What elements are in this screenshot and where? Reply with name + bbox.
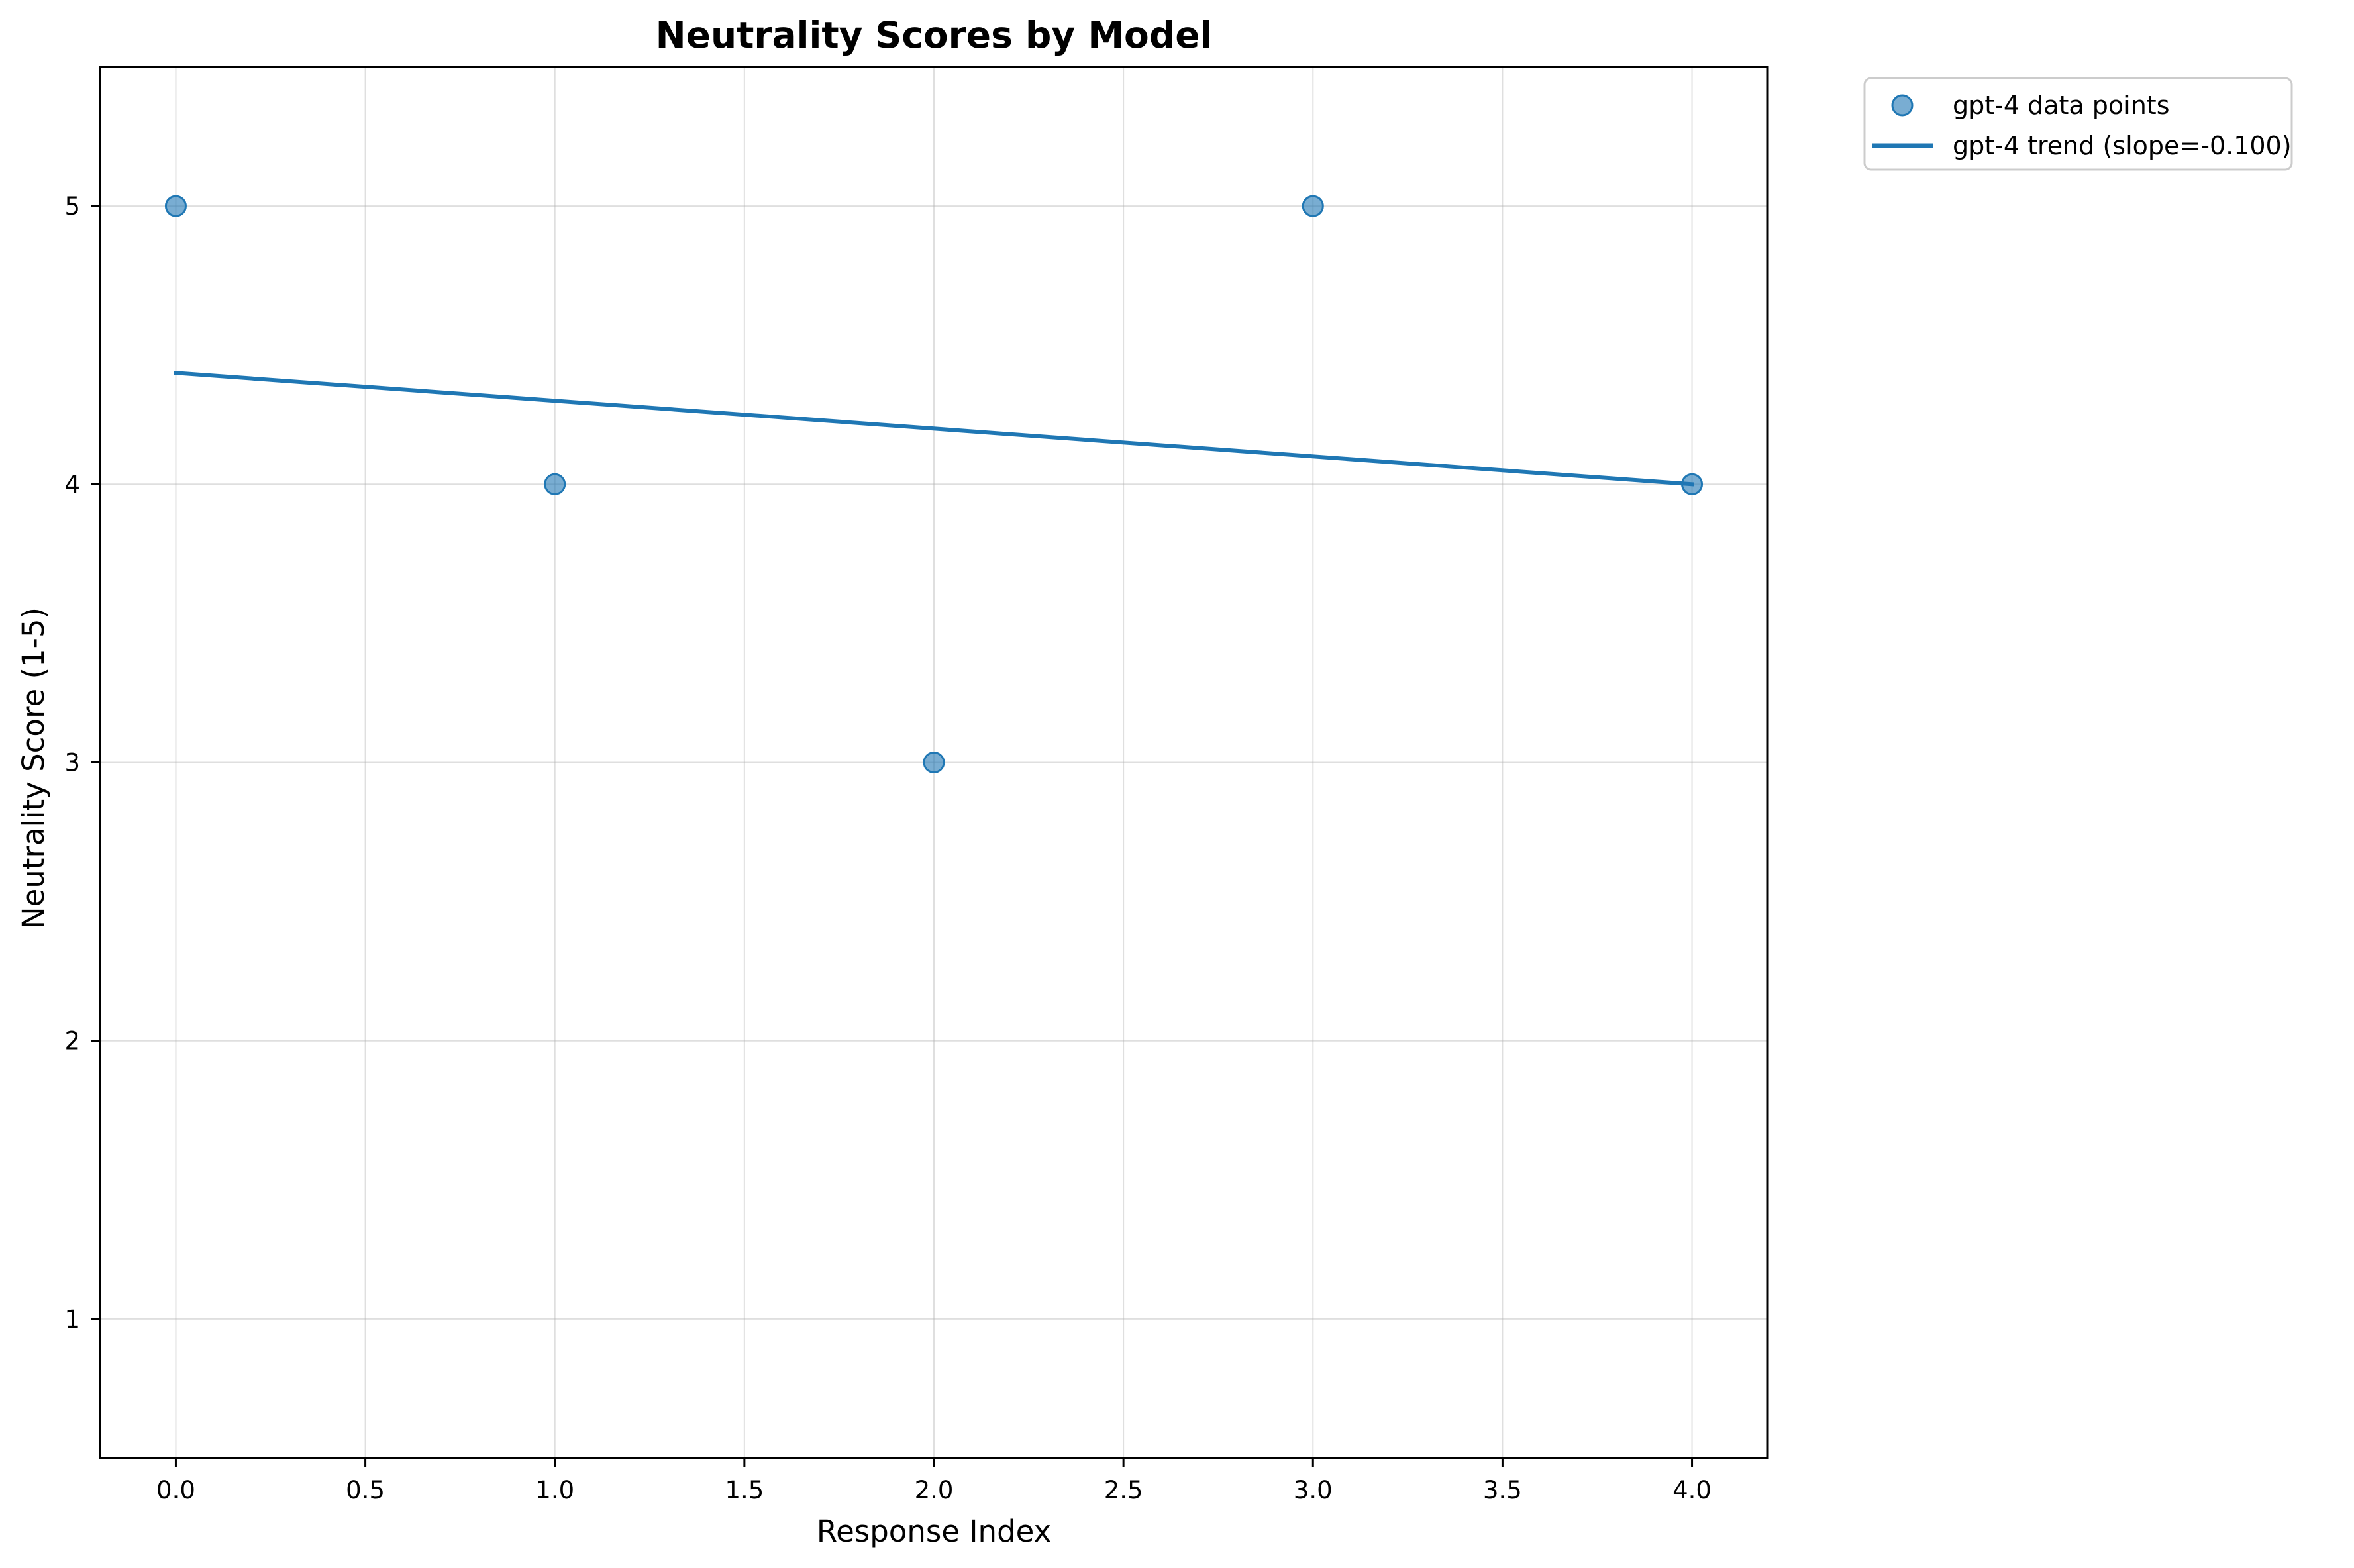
legend-label-data-points: gpt-4 data points [1953,91,2170,120]
x-tick-label: 1.5 [725,1476,764,1504]
x-tick-label: 2.0 [915,1476,954,1504]
data-point [1302,195,1324,217]
chart-title: Neutrality Scores by Model [656,14,1213,56]
legend-marker-data-points [1891,94,1914,117]
y-tick-label: 1 [64,1305,80,1334]
trend-line-layer [174,371,1694,487]
x-axis-ticks: 0.0 0.5 1.0 1.5 2.0 2.5 3.0 3.5 4.0 [156,1458,1712,1504]
y-axis-ticks: 1 2 3 4 5 [64,192,100,1334]
x-tick-label: 4.0 [1672,1476,1712,1504]
data-point-layer [164,195,1704,773]
legend: gpt-4 data points gpt-4 trend (slope=-0.… [1863,77,2293,171]
x-tick-label: 1.0 [535,1476,574,1504]
y-tick-label: 2 [64,1027,80,1055]
data-point [544,473,566,495]
x-tick-label: 2.5 [1104,1476,1143,1504]
data-point [923,752,945,773]
y-tick-label: 3 [64,749,80,777]
legend-frame [1863,77,2293,171]
x-tick-label: 3.0 [1294,1476,1333,1504]
data-point [164,195,187,217]
x-tick-label: 0.5 [346,1476,385,1504]
x-tick-label: 0.0 [156,1476,195,1504]
x-axis-label: Response Index [817,1514,1051,1549]
y-tick-label: 4 [64,470,80,499]
trend-line [174,371,1694,487]
legend-label-trend: gpt-4 trend (slope=-0.100) [1953,131,2292,160]
y-tick-label: 5 [64,192,80,220]
y-axis-label: Neutrality Score (1-5) [16,607,51,929]
x-tick-label: 3.5 [1483,1476,1522,1504]
data-point [1681,473,1704,495]
